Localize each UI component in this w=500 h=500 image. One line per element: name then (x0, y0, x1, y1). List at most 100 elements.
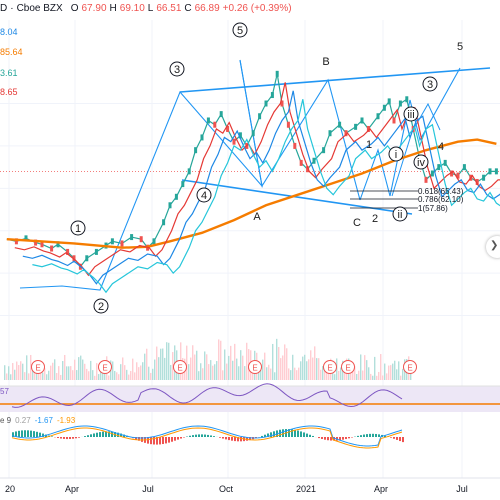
macd-histogram-bar (219, 437, 221, 438)
earnings-marker-icon (31, 360, 45, 374)
volume-bar (198, 371, 200, 380)
earnings-marker-label: E (252, 364, 257, 373)
earnings-marker-icon (248, 360, 262, 374)
volume-bar (4, 365, 6, 380)
candle (72, 255, 76, 262)
volume-bar (312, 357, 314, 380)
candle (238, 132, 242, 139)
volume-bar (14, 369, 16, 380)
chart-header: D · Cboe BZX O 67.90 H 69.10 L 66.51 C 66.89… (0, 2, 292, 16)
volume-bar (104, 373, 106, 380)
macd-histogram-bar (75, 437, 77, 439)
macd-histogram-bar (300, 431, 302, 437)
candle (322, 147, 326, 154)
volume-bar (288, 368, 290, 380)
volume-bar (284, 344, 286, 380)
macd-histogram-bar (30, 430, 32, 437)
symbol-fragment[interactable]: D (0, 3, 8, 14)
earnings-marker-icon (173, 360, 187, 374)
volume-bar (214, 364, 216, 380)
macd-histogram-bar (111, 431, 113, 437)
volume-bar (252, 369, 254, 380)
candle (94, 248, 98, 255)
volume-bar (384, 363, 386, 380)
candle (181, 181, 185, 188)
candle (462, 164, 466, 171)
macd-histogram-bar (375, 433, 377, 437)
macd-value-3: -1.93 (56, 416, 76, 425)
macd-histogram-bar (282, 429, 284, 437)
overlay-orange-value: 85.64 (0, 47, 23, 57)
volume-bar (340, 367, 342, 380)
macd-histogram-bar (372, 433, 374, 437)
volume-bar (160, 348, 162, 380)
volume-bar (122, 357, 124, 380)
candle (443, 159, 447, 166)
volume-bar (80, 355, 82, 380)
fib-level-label: 1(57.86) (418, 204, 448, 213)
volume-bar (206, 354, 208, 380)
volume-bar (392, 363, 394, 380)
volume-bar (48, 370, 50, 380)
volume-bar (28, 373, 30, 380)
volume-bar (56, 373, 58, 380)
candle (264, 100, 268, 107)
wave-label: iii (407, 109, 414, 121)
macd-histogram-bar (294, 429, 296, 437)
volume-bar (44, 368, 46, 380)
volume-bar (188, 364, 190, 380)
candle (366, 125, 370, 132)
volume-bar (202, 368, 204, 380)
wave-circle-icon (70, 220, 86, 236)
macd-histogram-bar (90, 434, 92, 437)
volume-bar (92, 370, 94, 380)
x-tick-label: Jul (142, 484, 154, 494)
macd-histogram-bar (108, 431, 110, 437)
macd-histogram-bar (390, 437, 392, 438)
volume-bar (310, 350, 312, 380)
macd-histogram-bar (171, 437, 173, 442)
macd-histogram-bar (312, 435, 314, 437)
volume-bar (300, 361, 302, 380)
macd-histogram-bar (342, 437, 344, 440)
candle (258, 113, 262, 120)
macd-histogram-bar (60, 437, 62, 439)
earnings-marker-label: E (327, 364, 332, 373)
volume-bar (60, 374, 62, 380)
volume-bar (364, 355, 366, 380)
x-tick-label: Jul (456, 484, 468, 494)
macd-histogram-bar (96, 432, 98, 437)
volume-bar (84, 363, 86, 380)
wave-circle-icon (169, 61, 185, 77)
candle (194, 147, 198, 154)
volume-bar (24, 372, 26, 380)
macd-histogram-bar (204, 434, 206, 437)
volume-bar (42, 372, 44, 380)
volume-bar (230, 345, 232, 380)
candle (251, 130, 255, 137)
volume-bar (262, 359, 264, 380)
wave-label: 4 (201, 190, 207, 202)
volume-bar (68, 366, 70, 380)
macd-value-1: 0.27 (15, 416, 31, 425)
scroll-right-button[interactable]: ❯ (486, 236, 500, 258)
volume-bar (22, 363, 24, 380)
macd-histogram-bar (291, 429, 293, 437)
macd-histogram-bar (384, 435, 386, 437)
wave-circle-icon (422, 76, 438, 92)
volume-bar (400, 375, 402, 380)
volume-bar (368, 367, 370, 380)
volume-bar (240, 350, 242, 380)
candle (360, 117, 364, 124)
volume-bar (36, 372, 38, 380)
volume-bar (260, 364, 262, 380)
volume-bar (134, 372, 136, 380)
volume-bar (358, 370, 360, 380)
volume-bar (390, 365, 392, 380)
macd-histogram-bar (393, 437, 395, 439)
volume-bar (158, 357, 160, 380)
volume-bar (398, 361, 400, 380)
macd-histogram-bar (138, 437, 140, 441)
macd-histogram-bar (249, 437, 251, 441)
macd-histogram-bar (270, 432, 272, 437)
